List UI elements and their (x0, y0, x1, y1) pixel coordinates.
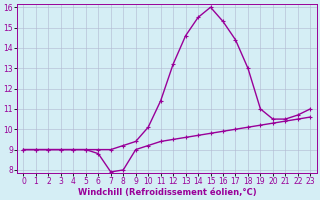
X-axis label: Windchill (Refroidissement éolien,°C): Windchill (Refroidissement éolien,°C) (77, 188, 256, 197)
